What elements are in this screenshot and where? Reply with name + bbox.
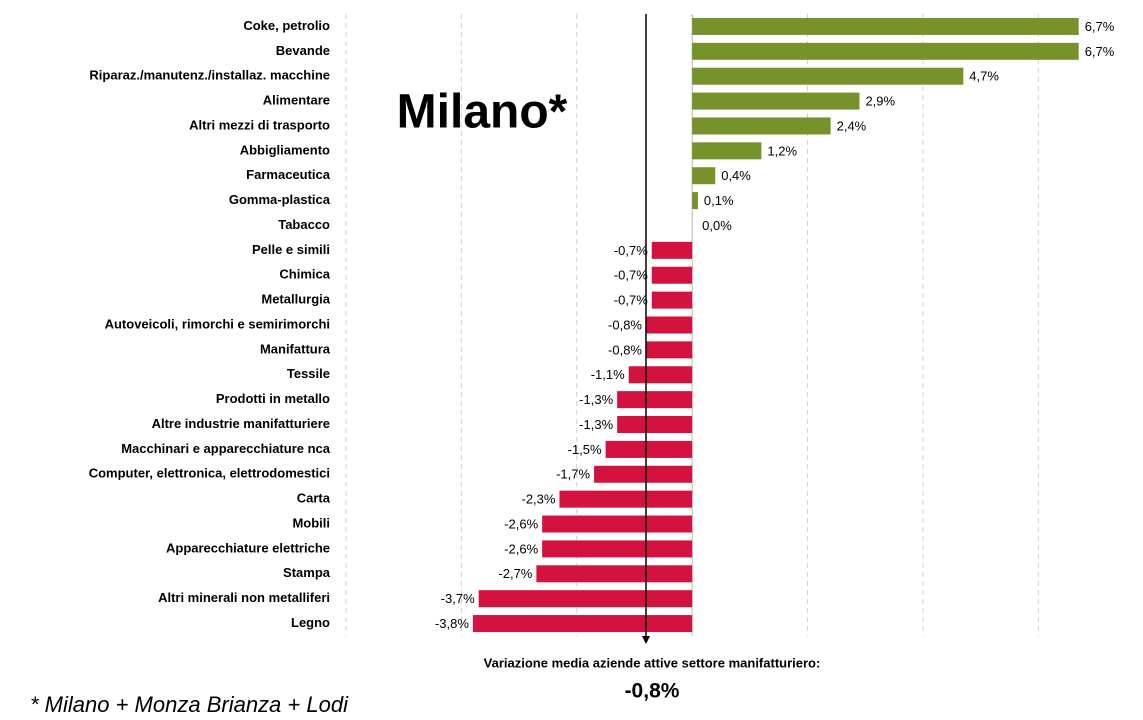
data-label: -3,7% — [441, 591, 475, 606]
y-tick-label: Chimica — [279, 267, 330, 282]
data-label: 0,1% — [704, 193, 734, 208]
bar — [692, 142, 762, 160]
data-label: -0,8% — [608, 317, 642, 332]
y-tick-label: Carta — [297, 491, 331, 506]
bar — [594, 465, 693, 483]
y-tick-label: Bevande — [276, 43, 330, 58]
y-tick-label: Tessile — [287, 366, 330, 381]
data-label: 2,4% — [837, 118, 867, 133]
y-tick-label: Riparaz./manutenz./installaz. macchine — [89, 68, 330, 83]
y-tick-label: Abbigliamento — [240, 142, 330, 157]
y-tick-label: Prodotti in metallo — [216, 391, 330, 406]
data-label: -1,5% — [568, 442, 602, 457]
data-label: 6,7% — [1085, 19, 1115, 34]
bar — [692, 67, 964, 85]
data-label: 0,0% — [702, 218, 732, 233]
y-tick-label: Farmaceutica — [246, 167, 331, 182]
bar — [472, 615, 693, 633]
bar — [646, 341, 693, 359]
bar — [651, 291, 693, 309]
data-label: -2,3% — [521, 492, 555, 507]
bar — [692, 42, 1079, 60]
y-tick-label: Altre industrie manifatturiere — [152, 416, 330, 431]
data-label: 4,7% — [969, 69, 999, 84]
y-tick-label: Stampa — [283, 565, 331, 580]
y-tick-label: Legno — [291, 615, 330, 630]
data-label: -3,8% — [435, 616, 469, 631]
footnote: * Milano + Monza Brianza + Lodi — [30, 692, 349, 717]
y-tick-label: Altri mezzi di trasporto — [189, 117, 330, 132]
bar — [692, 117, 831, 135]
y-tick-label: Autoveicoli, rimorchi e semirimorchi — [105, 316, 330, 331]
data-label: -0,8% — [608, 342, 642, 357]
bar — [692, 92, 860, 110]
y-tick-label: Apparecchiature elettriche — [166, 540, 330, 555]
bar — [651, 241, 693, 259]
data-label: -2,7% — [498, 566, 532, 581]
bar — [605, 440, 693, 458]
bar — [628, 366, 693, 384]
bar — [692, 167, 716, 185]
data-label: -0,7% — [614, 268, 648, 283]
annotation: Variazione media aziende attive settore … — [484, 655, 821, 670]
bar — [536, 565, 693, 583]
data-label: -1,3% — [579, 417, 613, 432]
y-tick-label: Tabacco — [278, 217, 330, 232]
chart-title: Milano* — [397, 86, 568, 139]
y-tick-label: Alimentare — [263, 93, 330, 108]
y-tick-label: Gomma-plastica — [229, 192, 331, 207]
data-label: -0,7% — [614, 243, 648, 258]
bar — [617, 391, 693, 409]
y-tick-label: Coke, petrolio — [243, 18, 330, 33]
data-label: -1,1% — [591, 367, 625, 382]
data-label: 2,9% — [865, 94, 895, 109]
y-tick-label: Manifattura — [260, 341, 331, 356]
bar — [542, 540, 693, 558]
data-label: -1,3% — [579, 392, 613, 407]
bar — [651, 266, 693, 284]
data-label: -2,6% — [504, 516, 538, 531]
y-tick-label: Altri minerali non metalliferi — [158, 590, 330, 605]
bar — [646, 316, 693, 334]
data-label: -0,7% — [614, 293, 648, 308]
y-tick-label: Pelle e simili — [252, 242, 330, 257]
data-label: 6,7% — [1085, 44, 1115, 59]
bar — [692, 192, 698, 210]
y-tick-label: Macchinari e apparecchiature nca — [121, 441, 331, 456]
bar — [692, 17, 1079, 35]
average-arrow — [642, 636, 650, 644]
bar — [617, 416, 693, 434]
data-label: -2,6% — [504, 541, 538, 556]
y-tick-label: Computer, elettronica, elettrodomestici — [89, 466, 330, 481]
bar — [478, 590, 693, 608]
y-tick-label: Mobili — [292, 515, 330, 530]
bar — [542, 515, 693, 533]
bar — [559, 490, 693, 508]
average-label: -0,8% — [625, 680, 680, 703]
data-label: 0,4% — [721, 168, 751, 183]
data-label: -1,7% — [556, 467, 590, 482]
data-label: 1,2% — [767, 143, 797, 158]
y-tick-label: Metallurgia — [261, 292, 330, 307]
